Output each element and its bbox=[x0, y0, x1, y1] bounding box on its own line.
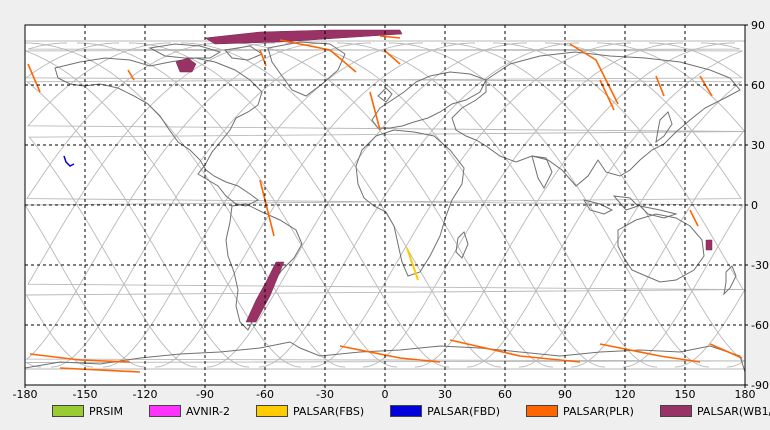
swath-plr bbox=[699, 75, 713, 97]
swath-plr bbox=[259, 179, 275, 237]
legend-label: AVNIR-2 bbox=[186, 404, 230, 418]
x-tick-label: 0 bbox=[382, 388, 389, 401]
y-tick-label: 30 bbox=[751, 139, 765, 152]
y-tick-label: 60 bbox=[751, 79, 765, 92]
y-tick-label: -30 bbox=[751, 259, 769, 272]
x-tick-label: 90 bbox=[558, 388, 572, 401]
x-tick-label: 150 bbox=[675, 388, 696, 401]
legend-label: PALSAR(WB1/WB2) bbox=[696, 404, 770, 418]
x-tick-label: 180 bbox=[735, 388, 756, 401]
coast-africa bbox=[355, 129, 465, 277]
coast-madagascar bbox=[455, 231, 469, 259]
orbit-track bbox=[154, 42, 476, 368]
orbit-track bbox=[310, 42, 632, 368]
legend-label: PALSAR(PLR) bbox=[563, 404, 634, 418]
coast-antarctica bbox=[24, 341, 746, 373]
legend-swatch bbox=[149, 405, 181, 417]
swath-plr bbox=[599, 343, 701, 363]
swath-plr bbox=[29, 353, 131, 363]
legend-item-palsar-wb: PALSAR(WB1/WB2) bbox=[659, 404, 770, 418]
swath-wb-canada bbox=[175, 57, 197, 73]
x-tick-label: -30 bbox=[316, 388, 334, 401]
x-tick-label: -60 bbox=[256, 388, 274, 401]
swath-plr bbox=[689, 209, 699, 227]
coast-north-america bbox=[54, 57, 263, 207]
coast-japan bbox=[655, 111, 673, 144]
legend-label: PALSAR(FBS) bbox=[292, 404, 365, 418]
swath-plr bbox=[709, 343, 743, 359]
legend: PRSIM AVNIR-2 PALSAR(FBS) PALSAR(FBD) PA… bbox=[52, 403, 770, 419]
swath-plr bbox=[279, 39, 357, 73]
axis-ticks: -180 -150 -120 -90 -60 -30 0 30 60 90 120 150 180 90 6… bbox=[13, 19, 769, 401]
swath-fbs-africa bbox=[406, 247, 419, 281]
x-tick-label: -90 bbox=[196, 388, 214, 401]
legend-swatch bbox=[52, 405, 84, 417]
coast-asia bbox=[451, 51, 741, 187]
swath-wb-arctic bbox=[204, 29, 403, 45]
x-tick-label: 120 bbox=[615, 388, 636, 401]
legend-swatch bbox=[255, 405, 288, 417]
orbit-track bbox=[24, 42, 746, 368]
graticule bbox=[25, 25, 745, 385]
y-tick-label: -90 bbox=[751, 379, 769, 392]
legend-item-palsar-fbd: PALSAR(FBD) bbox=[390, 405, 500, 418]
coast-australia bbox=[617, 213, 705, 283]
legend-label: PRSIM bbox=[89, 404, 123, 418]
swath-plr bbox=[569, 43, 619, 105]
x-tick-label: 30 bbox=[438, 388, 452, 401]
legend-swatch bbox=[526, 405, 559, 417]
swath-plr bbox=[59, 367, 141, 373]
legend-swatch bbox=[659, 405, 692, 417]
x-tick-label: -180 bbox=[13, 388, 38, 401]
swath-plr bbox=[449, 339, 581, 363]
legend-item-palsar-plr: PALSAR(PLR) bbox=[526, 405, 634, 418]
swath-plr bbox=[27, 63, 41, 93]
legend-label: PALSAR(FBD) bbox=[427, 404, 501, 418]
swath-plr bbox=[655, 75, 665, 97]
swath-plr bbox=[369, 91, 381, 131]
orbit-track bbox=[284, 42, 606, 368]
legend-swatch bbox=[390, 405, 423, 417]
orbit-track bbox=[28, 42, 746, 368]
legend-item-avnir2: AVNIR-2 bbox=[149, 405, 230, 418]
x-tick-label: -150 bbox=[73, 388, 98, 401]
y-tick-label: 90 bbox=[751, 19, 765, 32]
swath-wb-pacific bbox=[705, 239, 713, 251]
swath-plr-group bbox=[27, 35, 743, 373]
x-tick-label: 60 bbox=[498, 388, 512, 401]
coast-greenland bbox=[267, 41, 346, 97]
coast-arctic-islands bbox=[148, 43, 264, 61]
orbit-track bbox=[26, 42, 744, 368]
swath-plr bbox=[379, 35, 401, 39]
coast-europe bbox=[371, 71, 487, 129]
legend-item-palsar-fbs: PALSAR(FBS) bbox=[255, 404, 365, 418]
legend-item-prsim: PRSIM bbox=[52, 405, 123, 418]
swath-plr bbox=[383, 49, 401, 65]
y-tick-label: 0 bbox=[751, 199, 758, 212]
coast-india bbox=[531, 155, 553, 190]
swath-plr bbox=[127, 69, 135, 81]
swath-plr bbox=[339, 345, 441, 363]
y-tick-label: -60 bbox=[751, 319, 769, 332]
swath-fbd-pacific bbox=[63, 155, 75, 167]
x-tick-label: -120 bbox=[133, 388, 158, 401]
coast-new-zealand bbox=[723, 265, 737, 296]
